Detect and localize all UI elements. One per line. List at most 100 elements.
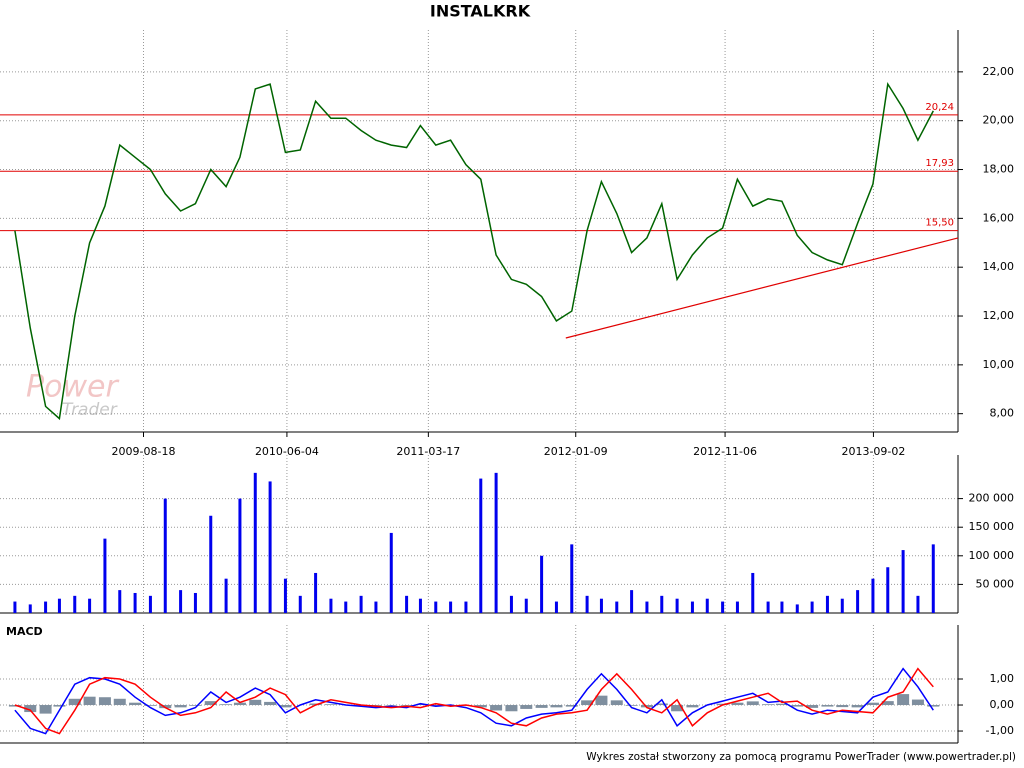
volume-bar: [389, 532, 393, 613]
macd-histogram-bar: [625, 705, 638, 706]
macd-histogram-bar: [474, 705, 487, 708]
volume-bar: [329, 598, 333, 613]
macd-histogram-bar: [490, 705, 503, 711]
macd-histogram-bar: [233, 702, 246, 706]
volume-bar: [810, 601, 814, 613]
volume-bar: [840, 598, 844, 613]
x-tick-label: 2013-09-02: [841, 445, 905, 458]
volume-bar: [57, 598, 61, 613]
y-tick-label: 200 000: [969, 492, 1015, 505]
macd-histogram-bar: [881, 701, 894, 706]
x-tick-label: 2011-03-17: [396, 445, 460, 458]
y-tick-label: 14,00: [983, 260, 1015, 273]
volume-bar: [268, 481, 272, 613]
volume-bar: [524, 598, 528, 613]
macd-histogram-bar: [746, 701, 759, 706]
watermark: Trader: [62, 400, 118, 420]
y-tick-label: 0,00: [990, 698, 1015, 711]
volume-bar: [374, 601, 378, 613]
price-line: [14, 81, 934, 421]
macd-histogram-bar: [565, 705, 578, 707]
macd-histogram-bar: [806, 705, 819, 708]
macd-histogram-bar: [113, 698, 126, 706]
volume-bar: [630, 590, 634, 613]
macd-histogram-bar: [279, 705, 292, 708]
x-tick-label: 2012-01-09: [544, 445, 608, 458]
macd-title: MACD: [6, 625, 43, 638]
volume-bar: [253, 472, 257, 613]
level-label: 15,50: [925, 218, 954, 229]
volume-bar: [418, 598, 422, 613]
volume-bar: [28, 604, 32, 613]
volume-bar: [193, 592, 197, 613]
macd-histogram-bar: [8, 705, 21, 707]
macd-histogram-bar: [264, 701, 277, 706]
volume-bar: [344, 601, 348, 613]
macd-histogram-bar: [731, 702, 744, 706]
volume-bar: [721, 601, 725, 613]
volume-bar: [283, 578, 287, 613]
macd-histogram-bar: [821, 705, 834, 707]
volume-bar: [660, 595, 664, 613]
macd-histogram-bar: [897, 694, 910, 706]
volume-bar: [886, 567, 890, 613]
volume-bar: [931, 544, 935, 613]
macd-histogram-bar: [369, 705, 382, 706]
macd-histogram-bar: [98, 697, 111, 706]
volume-bar: [751, 572, 755, 613]
y-tick-label: 10,00: [983, 358, 1015, 371]
volume-bar: [464, 601, 468, 613]
volume-bar: [13, 601, 17, 613]
volume-bar: [449, 601, 453, 613]
volume-bar: [554, 601, 558, 613]
macd-histogram-bar: [414, 704, 427, 706]
macd-histogram-bar: [550, 705, 563, 708]
macd-histogram-bar: [204, 701, 217, 706]
macd-histogram-bar: [68, 698, 81, 706]
volume-bar: [540, 555, 544, 613]
volume-bar: [359, 595, 363, 613]
macd-histogram-bar: [189, 705, 202, 706]
volume-bar: [209, 515, 213, 613]
volume-bar: [690, 601, 694, 613]
macd-histogram-bar: [249, 699, 262, 706]
volume-bar: [916, 595, 920, 613]
macd-histogram-bar: [324, 704, 337, 706]
macd-histogram-bar: [220, 704, 233, 706]
macd-histogram-bar: [129, 702, 142, 706]
macd-histogram-bar: [655, 703, 668, 706]
volume-bar: [434, 601, 438, 613]
volume-bar: [570, 544, 574, 613]
macd-histogram-bar: [535, 705, 548, 708]
macd-histogram-bar: [927, 705, 940, 707]
y-tick-label: 22,00: [983, 65, 1015, 78]
volume-bar: [825, 595, 829, 613]
volume-bar: [298, 595, 302, 613]
y-tick-label: 1,00: [990, 672, 1015, 685]
volume-bar: [163, 498, 167, 613]
macd-histogram-bar: [610, 700, 623, 706]
volume-bar: [224, 578, 228, 613]
level-label: 20,24: [925, 102, 954, 113]
y-tick-label: 20,00: [983, 114, 1015, 127]
volume-bar: [599, 598, 603, 613]
x-tick-label: 2010-06-04: [255, 445, 319, 458]
volume-bar: [705, 598, 709, 613]
volume-bar: [238, 498, 242, 613]
volume-bar: [615, 601, 619, 613]
volume-bar: [675, 598, 679, 613]
macd-histogram-bar: [851, 705, 864, 708]
macd-histogram-bar: [174, 705, 187, 708]
volume-bar: [795, 604, 799, 613]
y-tick-label: 150 000: [969, 520, 1015, 533]
volume-bar: [179, 590, 183, 613]
trend-line: [565, 237, 959, 339]
macd-histogram-bar: [53, 705, 66, 707]
volume-bar: [585, 595, 589, 613]
footer: Wykres został stworzony za pomocą progra…: [586, 751, 1016, 763]
macd-histogram-bar: [400, 705, 413, 706]
volume-bar: [44, 601, 48, 613]
volume-bar: [73, 595, 77, 613]
macd-histogram-bar: [429, 705, 442, 706]
